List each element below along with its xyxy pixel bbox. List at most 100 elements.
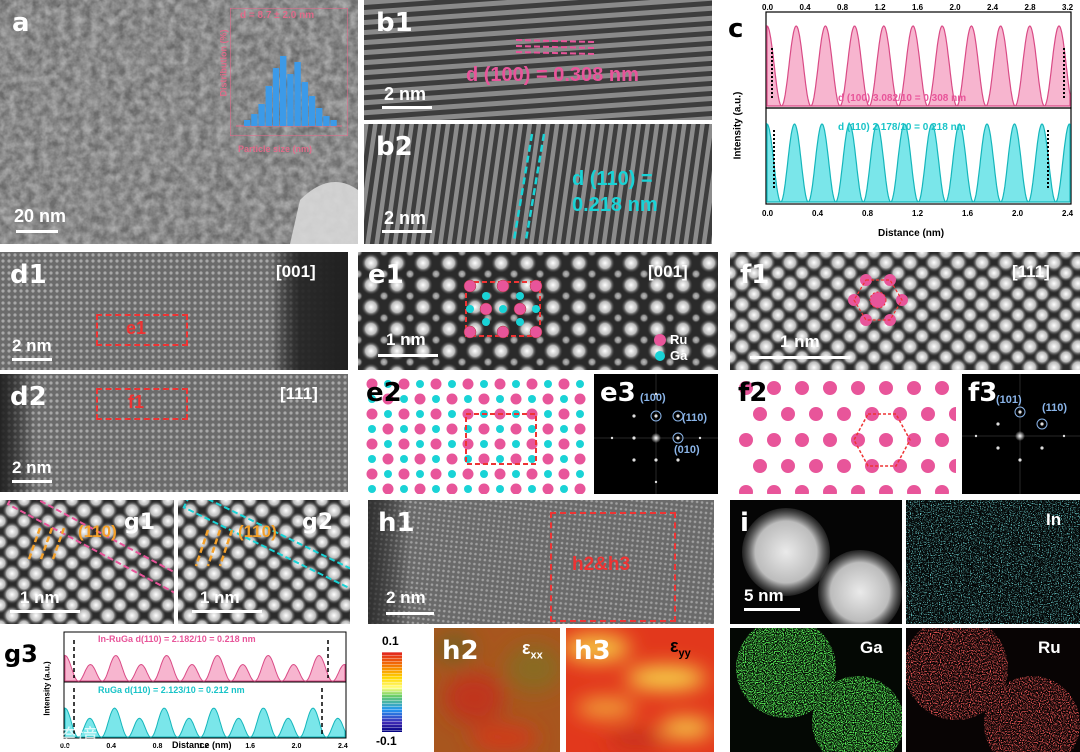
panel-i-in-label: In [1046, 510, 1062, 529]
panel-g3-label: g3 [4, 640, 38, 668]
axis-tick-label: 1.6 [912, 3, 924, 12]
panel-c-ylabel: Intensity (a.u.) [732, 91, 744, 160]
panel-b1: b1 d (100) = 0.308 nm 2 nm [364, 0, 712, 120]
histogram-bar [330, 120, 337, 126]
panel-g2-scale-text: 1 nm [200, 588, 240, 607]
inset-ylabel: Distribution (%) [218, 29, 229, 97]
panel-d2-box-label: f1 [128, 392, 145, 412]
ru-atom [494, 468, 506, 480]
panel-d1-label: d1 [10, 260, 47, 290]
panel-f3: f3 (101) (110) [962, 374, 1080, 494]
histogram-bar [294, 62, 301, 126]
panel-h2-strain-map [434, 628, 560, 752]
axis-tick-label: 1.2 [199, 743, 209, 750]
axis-tick-label: 1.2 [912, 209, 924, 218]
panel-e1-image [358, 252, 718, 370]
ga-atom [528, 455, 536, 463]
ga-atom [528, 485, 536, 493]
ru-atom [494, 438, 506, 450]
panel-e1-scalebar [378, 354, 438, 357]
panel-g2-label: g2 [302, 510, 334, 535]
panel-g2-scalebar [192, 610, 262, 613]
panel-g3: 0.0 0.4 0.8 1.2 1.6 2.0 2.4 g3 In-RuGa d(110) … [0, 628, 352, 752]
ru-atom [462, 378, 474, 390]
ru-atom [851, 485, 865, 494]
ga-atom [384, 410, 392, 418]
ga-atom [560, 425, 568, 433]
panel-h1-image [368, 500, 714, 624]
ru-atom [574, 453, 586, 465]
axis-tick-label: 0.0 [60, 743, 70, 750]
strain-colorbar: 0.1 -0.1 [370, 628, 430, 752]
panel-f3-label: f3 [968, 378, 998, 408]
panel-c-bottom-caption: d (110) 2.178/10 = 0.218 nm [838, 122, 966, 133]
panel-b2-annotation-2: 0.218 nm [572, 194, 658, 216]
panel-i-ru-label: Ru [1038, 638, 1061, 657]
ru-atom [767, 381, 781, 395]
ga-atom [448, 470, 456, 478]
panel-d2-zone: [111] [280, 384, 318, 403]
panel-b1-scalebar [382, 106, 432, 109]
ga-atom [432, 485, 440, 493]
ru-atom [767, 433, 781, 447]
panel-g3-profile-chart: 0.0 0.4 0.8 1.2 1.6 2.0 2.4 [60, 631, 348, 750]
ga-atom [544, 380, 552, 388]
panel-b1-scale-text: 2 nm [384, 84, 427, 104]
panel-f3-spot1: (101) [996, 394, 1022, 406]
panel-g3-ylabel: Intensity (a.u.) [42, 661, 52, 716]
ga-atom [480, 380, 488, 388]
ru-atom [907, 381, 921, 395]
axis-tick-label: 2.0 [950, 3, 962, 12]
ga-atom [368, 395, 376, 403]
ru-atom [795, 485, 809, 494]
ru-atom [446, 393, 458, 405]
ru-atom [462, 438, 474, 450]
ru-atom [414, 453, 426, 465]
panel-h2-label: h2 [442, 636, 479, 666]
ga-atom [368, 425, 376, 433]
ga-atom [464, 395, 472, 403]
ru-atom [795, 433, 809, 447]
ru-atom [494, 378, 506, 390]
ru-atom [542, 453, 554, 465]
histogram-bar [323, 116, 330, 126]
ru-atom [574, 423, 586, 435]
panel-f2: f2 [730, 374, 956, 494]
histogram-bar [308, 96, 316, 126]
ru-atom [574, 393, 586, 405]
panel-d1-scalebar [12, 358, 52, 361]
ga-eds-map [736, 628, 902, 752]
panel-e1-scale-text: 1 nm [386, 330, 426, 349]
panel-f3-spot2: (110) [1042, 402, 1068, 414]
panel-a-scale-text: 20 nm [14, 206, 67, 226]
axis-tick-label: 0.0 [762, 3, 774, 12]
ga-atom [576, 410, 584, 418]
panel-c-label: c [728, 14, 744, 44]
inset-xlabel: Particle size (nm) [238, 144, 313, 154]
panel-d1-region-box [96, 314, 188, 346]
ru-atom [837, 407, 851, 421]
panel-d1-box-label: e1 [126, 318, 147, 338]
ru-atom [907, 433, 921, 447]
panel-d2-scalebar [12, 480, 52, 483]
axis-tick-label: 0.8 [153, 743, 163, 750]
histogram-bar [301, 82, 308, 126]
colorbar-gradient [382, 652, 402, 732]
ru-atom [510, 393, 522, 405]
panel-i-ga-map: Ga [730, 628, 902, 752]
ru-atom [366, 468, 378, 480]
ru-atom [558, 438, 570, 450]
axis-tick-label: 2.4 [338, 743, 348, 750]
axis-tick-label: 2.8 [1025, 3, 1037, 12]
ru-atom [921, 407, 935, 421]
panel-h3: h3 εyy [566, 628, 714, 752]
panel-c-xlabel: Distance (nm) [878, 228, 945, 239]
watermark: 大数跨境 [10, 726, 99, 751]
histogram-bar [251, 114, 258, 126]
panel-e3-spot1: (100) [640, 392, 666, 404]
panel-b2-label: b2 [376, 132, 413, 162]
panel-f1-scale-text: 1 nm [780, 332, 820, 351]
panel-d2-region-box [96, 388, 188, 420]
ru-atom [921, 459, 935, 473]
panel-h3-strain-map [566, 628, 714, 752]
